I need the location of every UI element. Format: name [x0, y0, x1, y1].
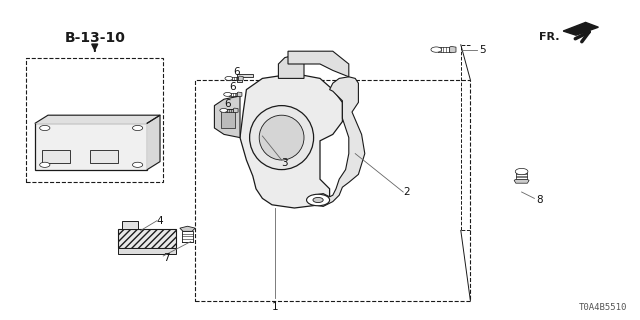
- Circle shape: [220, 108, 228, 112]
- Text: 1: 1: [272, 302, 278, 312]
- Polygon shape: [450, 46, 456, 53]
- Circle shape: [515, 168, 528, 175]
- Text: 4: 4: [157, 216, 163, 226]
- Ellipse shape: [259, 115, 304, 160]
- Circle shape: [307, 194, 330, 206]
- Polygon shape: [514, 180, 529, 183]
- Polygon shape: [122, 221, 138, 229]
- Text: 6: 6: [234, 67, 240, 77]
- Circle shape: [225, 76, 233, 80]
- Polygon shape: [237, 92, 242, 97]
- Polygon shape: [310, 77, 365, 206]
- Polygon shape: [239, 76, 243, 81]
- Circle shape: [40, 125, 50, 131]
- Circle shape: [313, 197, 323, 203]
- Polygon shape: [147, 115, 160, 170]
- Circle shape: [431, 47, 442, 52]
- Text: 8: 8: [536, 195, 543, 205]
- Text: 5: 5: [479, 44, 485, 55]
- Text: T0A4B5510: T0A4B5510: [579, 303, 627, 312]
- Bar: [26, 58, 163, 182]
- Polygon shape: [288, 51, 349, 77]
- Circle shape: [40, 162, 50, 167]
- Text: 6: 6: [229, 82, 236, 92]
- Text: 3: 3: [282, 158, 288, 168]
- Polygon shape: [214, 96, 240, 138]
- Circle shape: [132, 162, 143, 167]
- Bar: [90, 150, 118, 163]
- Polygon shape: [180, 226, 195, 231]
- Bar: [195, 80, 470, 301]
- Polygon shape: [240, 74, 342, 208]
- Polygon shape: [118, 248, 176, 254]
- Polygon shape: [234, 108, 238, 113]
- Bar: [118, 229, 176, 248]
- Bar: [35, 123, 147, 170]
- Text: 2: 2: [403, 187, 410, 197]
- Circle shape: [224, 92, 232, 96]
- Text: 6: 6: [224, 99, 230, 109]
- Circle shape: [132, 125, 143, 131]
- Text: 7: 7: [163, 252, 170, 263]
- Bar: [42, 150, 70, 163]
- Polygon shape: [563, 22, 598, 35]
- Polygon shape: [237, 74, 253, 82]
- Bar: [221, 109, 235, 128]
- Text: B-13-10: B-13-10: [64, 31, 125, 45]
- Text: FR.: FR.: [540, 32, 560, 42]
- Polygon shape: [35, 115, 160, 123]
- Polygon shape: [278, 56, 304, 78]
- Ellipse shape: [250, 106, 314, 170]
